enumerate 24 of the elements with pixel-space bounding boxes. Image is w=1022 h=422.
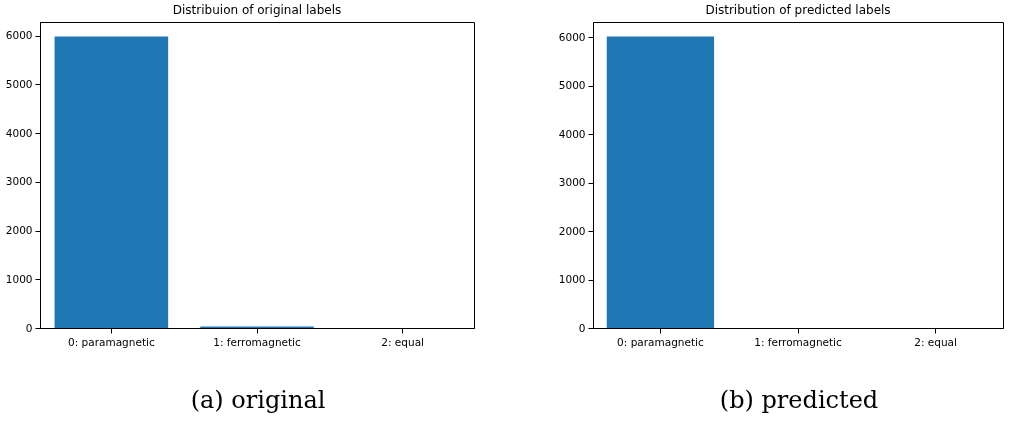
- chart-title: Distribution of predicted labels: [705, 3, 891, 17]
- y-tick-label: 1000: [558, 273, 586, 286]
- y-tick-label: 4000: [558, 127, 586, 140]
- y-tick-label: 3000: [558, 176, 586, 189]
- y-tick-label: 0: [25, 321, 33, 334]
- y-tick-label: 2000: [5, 224, 33, 237]
- x-tick-label: 0: paramagnetic: [617, 335, 704, 348]
- y-tick-label: 6000: [5, 29, 33, 42]
- x-tick-label: 1: ferromagnetic: [754, 335, 843, 348]
- x-tick-label: 2: equal: [381, 335, 424, 348]
- x-tick-label: 0: paramagnetic: [68, 335, 155, 348]
- chart-title: Distribuion of original labels: [172, 3, 342, 17]
- y-tick-label: 4000: [5, 126, 33, 139]
- x-tick-label: 2: equal: [914, 335, 957, 348]
- y-tick-label: 3000: [5, 175, 33, 188]
- y-tick-label: 0: [578, 321, 586, 334]
- x-tick-label: 1: ferromagnetic: [213, 335, 302, 348]
- y-tick-label: 1000: [5, 272, 33, 285]
- text: (a) original: [189, 385, 327, 416]
- y-tick-label: 6000: [558, 30, 586, 43]
- y-tick-label: 2000: [558, 224, 586, 237]
- text: (b) predicted: [718, 385, 880, 416]
- y-tick-label: 5000: [5, 77, 33, 90]
- y-tick-label: 5000: [558, 79, 586, 92]
